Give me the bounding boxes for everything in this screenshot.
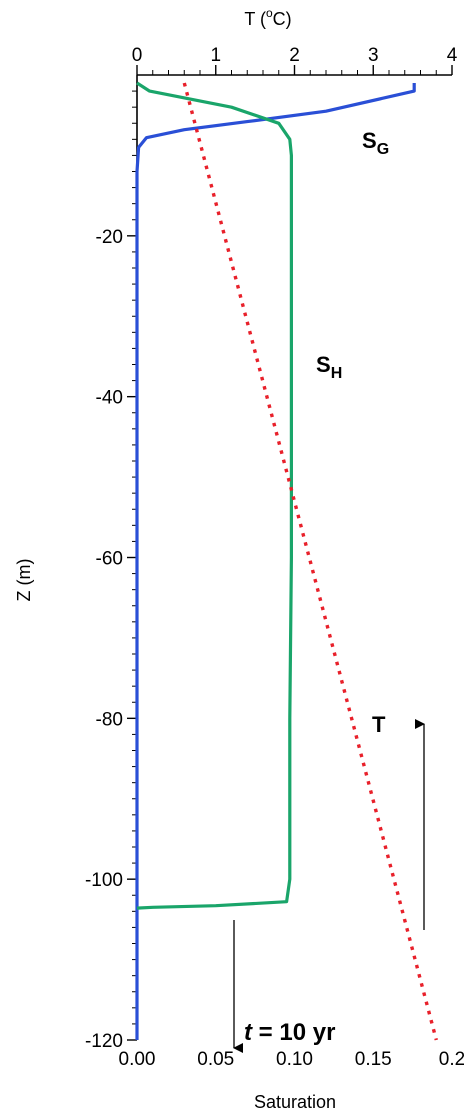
y-tick-label: -60 — [96, 549, 123, 570]
y-tick-label: -20 — [96, 227, 123, 248]
series-line-sh — [136, 81, 293, 910]
bottom-tick-label: 0.15 — [355, 1049, 392, 1070]
series-layer — [135, 81, 438, 1041]
top-axis-ticks: 0 1 2 3 4 — [132, 45, 458, 75]
series-label-t: T — [372, 712, 386, 737]
bottom-tick-label: 0.00 — [119, 1049, 156, 1070]
series-label-sg: SG — [362, 128, 389, 158]
bottom-tick-label: 0.10 — [276, 1049, 313, 1070]
y-axis-title: Z (m) — [14, 559, 34, 602]
bottom-tick-label: 0.05 — [197, 1049, 234, 1070]
top-tick-label: 4 — [447, 45, 458, 66]
bottom-axis-ticks: 0.00 0.05 0.10 0.15 0.2 — [119, 1049, 464, 1070]
series-label-sh-sub: H — [331, 365, 343, 382]
series-label-sh-main: S — [316, 352, 331, 377]
axes — [136, 74, 452, 1040]
time-annotation-rest: = 10 yr — [252, 1019, 335, 1046]
top-axis-title-suffix: C) — [273, 9, 292, 29]
series-label-sh: SH — [316, 352, 342, 382]
y-tick-label: -100 — [85, 870, 123, 891]
y-tick-label: -80 — [96, 709, 123, 730]
series-line-sg — [135, 83, 416, 1040]
time-annotation-italic: t — [244, 1019, 253, 1046]
top-axis-title-sup: o — [266, 6, 273, 20]
bottom-tick-label: 0.2 — [439, 1049, 464, 1070]
top-tick-label: 0 — [132, 45, 143, 66]
y-tick-label: -40 — [96, 388, 123, 409]
series-label-sg-sub: G — [377, 141, 389, 158]
top-tick-label: 3 — [368, 45, 379, 66]
series-label-sg-main: S — [362, 128, 377, 153]
minor-ticks — [132, 70, 437, 1025]
top-axis-title: T (oC) — [244, 6, 291, 29]
top-tick-label: 1 — [210, 45, 221, 66]
y-tick-label: -120 — [85, 1031, 123, 1052]
top-tick-label: 2 — [289, 45, 300, 66]
time-annotation: t = 10 yr — [244, 1019, 335, 1046]
bottom-axis-title: Saturation — [254, 1092, 336, 1112]
top-axis-title-prefix: T ( — [244, 9, 266, 29]
y-axis-ticks: -20 -40 -60 -80 -100 -120 — [85, 227, 137, 1052]
series-line-t — [182, 82, 438, 1041]
